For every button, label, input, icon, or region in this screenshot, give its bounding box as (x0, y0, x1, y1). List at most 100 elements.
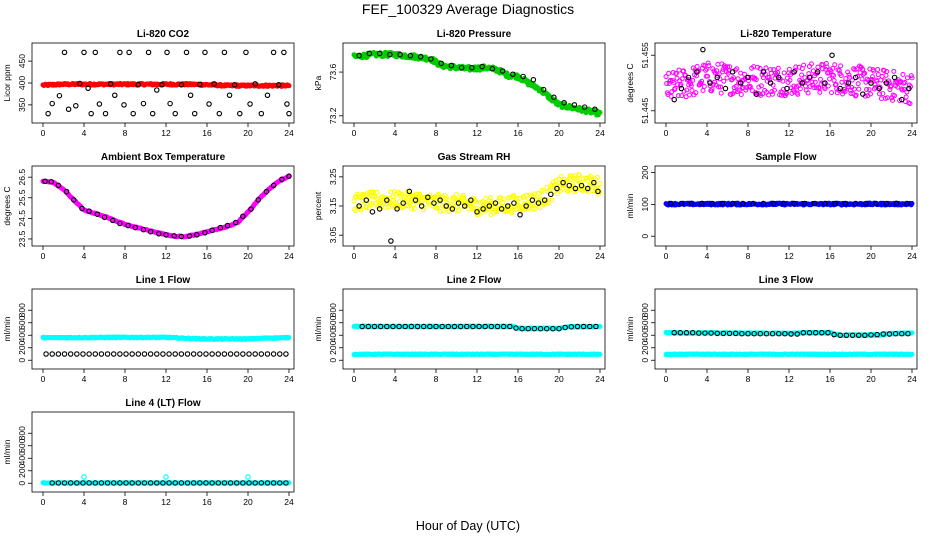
y-tick-label: 100 (640, 197, 650, 211)
plot-frame (31, 411, 295, 493)
data-point (227, 351, 234, 357)
data-point (211, 81, 217, 87)
data-point (96, 101, 103, 107)
panel-title: Ambient Box Temperature (101, 152, 226, 163)
data-point (129, 351, 135, 357)
y-axis-label: ml/min (625, 316, 635, 341)
data-point (98, 351, 105, 357)
data-point (284, 101, 290, 107)
data-point (167, 100, 173, 107)
data-point (107, 81, 114, 87)
data-point (775, 65, 781, 71)
x-tick-label: 12 (472, 251, 482, 261)
data-point (164, 49, 170, 56)
data-point (246, 351, 252, 357)
data-point (226, 92, 233, 99)
panel-3: Ambient Box Temperature degrees C 0 4 8 12 16 2… (2, 152, 295, 261)
data-point (690, 77, 696, 83)
data-point (784, 75, 790, 81)
y-tick-label: 800 (17, 426, 27, 440)
data-point (203, 351, 209, 357)
data-point (878, 96, 884, 102)
data-point (112, 92, 118, 99)
panel-title: Gas Stream RH (438, 152, 511, 163)
x-tick-label: 12 (784, 128, 794, 138)
data-point (856, 86, 862, 92)
y-axis-label: ml/min (2, 439, 12, 464)
plot-frame (654, 288, 918, 370)
x-tick-label: 16 (825, 374, 835, 384)
plot-frame (342, 42, 606, 124)
data-point (166, 351, 172, 357)
data-point (676, 67, 682, 73)
data-point (891, 74, 898, 81)
x-tick-label: 24 (595, 128, 605, 138)
x-tick-label: 16 (202, 128, 212, 138)
data-point (110, 351, 117, 357)
x-tick-label: 20 (243, 497, 253, 507)
data-point (81, 49, 87, 56)
x-tick-label: 4 (82, 497, 87, 507)
data-point (781, 70, 787, 76)
data-point (671, 96, 677, 103)
x-tick-label: 8 (123, 374, 128, 384)
data-point (61, 351, 68, 357)
y-tick-label: 800 (640, 303, 650, 317)
y-axis-label: Licor ppm (2, 64, 12, 101)
data-point (81, 474, 87, 480)
y-tick-label: 450 (17, 54, 27, 68)
data-point (88, 110, 94, 117)
data-point (141, 351, 148, 357)
series-black (43, 351, 289, 357)
x-tick-label: 4 (82, 128, 87, 138)
data-point (140, 100, 147, 107)
x-tick-label: 0 (41, 128, 46, 138)
data-point (283, 351, 289, 357)
x-tick-label: 16 (513, 128, 523, 138)
plot-frame (31, 288, 295, 370)
panel-title: Sample Flow (755, 152, 816, 163)
series-green (351, 49, 603, 118)
panel-title: Line 3 Flow (759, 275, 814, 286)
data-point (191, 110, 198, 117)
series-cyan (351, 351, 603, 358)
x-tick-label: 8 (123, 497, 128, 507)
y-axis-label: degrees C (2, 186, 12, 225)
data-point (597, 351, 603, 357)
data-point (838, 63, 844, 69)
data-point (49, 100, 55, 107)
y-tick-label: 0 (17, 358, 27, 363)
data-point (221, 351, 228, 357)
x-tick-label: 16 (513, 374, 523, 384)
data-point (721, 78, 727, 84)
data-point (149, 110, 156, 117)
data-point (183, 49, 190, 56)
x-tick-label: 8 (746, 128, 751, 138)
x-tick-label: 24 (284, 374, 294, 384)
x-tick-label: 20 (243, 128, 253, 138)
panel-0: Li-820 CO2 Licor ppm 0 4 8 12 16 20 24 350 400 450 (2, 29, 295, 138)
data-point (172, 110, 178, 117)
panel-title: Line 1 Flow (136, 275, 191, 286)
data-point (117, 49, 123, 56)
data-point (286, 110, 292, 117)
data-point (724, 75, 730, 81)
y-tick-label: 0 (640, 358, 650, 363)
data-point (145, 49, 152, 56)
data-point (700, 46, 706, 53)
data-point (209, 351, 215, 357)
x-tick-label: 16 (513, 251, 523, 261)
data-point (869, 74, 875, 80)
data-point (154, 87, 160, 93)
y-axis-label: ml/min (313, 316, 323, 341)
x-tick-label: 8 (434, 374, 439, 384)
data-point (815, 64, 821, 70)
x-tick-label: 4 (393, 374, 398, 384)
data-point (875, 72, 881, 78)
y-tick-label: 350 (17, 98, 27, 112)
data-point (817, 76, 823, 82)
data-point (86, 351, 92, 357)
data-point (252, 351, 258, 357)
